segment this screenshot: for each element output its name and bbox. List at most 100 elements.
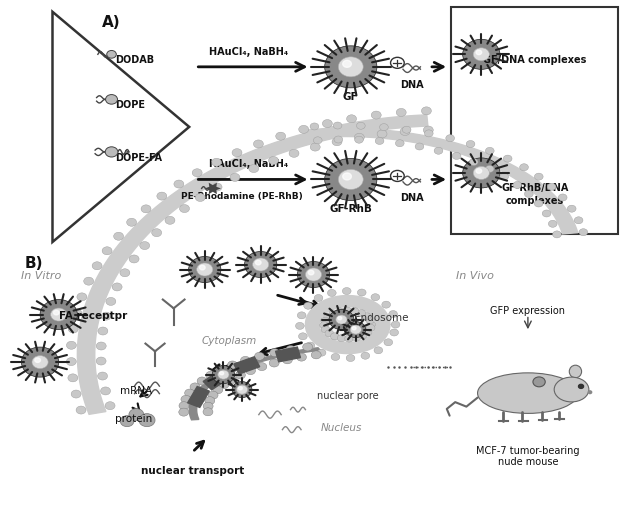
Circle shape [268, 157, 278, 165]
Circle shape [391, 321, 400, 328]
Text: GF-RhB/DNA
complexes: GF-RhB/DNA complexes [501, 183, 569, 206]
Circle shape [219, 372, 224, 375]
Circle shape [333, 123, 342, 130]
Circle shape [105, 402, 115, 410]
Circle shape [533, 377, 545, 387]
Circle shape [190, 383, 200, 391]
Circle shape [357, 289, 366, 296]
Circle shape [322, 120, 332, 128]
Circle shape [559, 194, 567, 201]
Text: In Vitro: In Vitro [21, 270, 61, 280]
Circle shape [205, 397, 215, 405]
Circle shape [203, 408, 213, 416]
Circle shape [218, 370, 229, 379]
Circle shape [314, 137, 322, 144]
Circle shape [366, 325, 375, 332]
Circle shape [357, 310, 366, 317]
Circle shape [157, 193, 167, 200]
Circle shape [473, 48, 489, 62]
Circle shape [336, 316, 347, 324]
Circle shape [476, 51, 482, 56]
Ellipse shape [554, 377, 589, 402]
Circle shape [329, 310, 354, 330]
Circle shape [352, 334, 361, 341]
Text: In Vivo: In Vivo [456, 270, 494, 280]
Polygon shape [204, 183, 221, 195]
Circle shape [141, 206, 151, 214]
Circle shape [211, 159, 221, 167]
Circle shape [84, 278, 93, 286]
Circle shape [68, 374, 78, 382]
Circle shape [303, 302, 312, 310]
Text: DNA: DNA [400, 192, 423, 203]
Circle shape [466, 141, 475, 148]
Circle shape [325, 330, 334, 337]
Text: Endosome: Endosome [354, 313, 408, 322]
Text: GF-RhB: GF-RhB [329, 204, 372, 214]
Circle shape [588, 391, 592, 394]
Text: Nucleus: Nucleus [321, 422, 362, 432]
Circle shape [371, 112, 381, 120]
Polygon shape [203, 370, 229, 390]
Circle shape [306, 342, 315, 349]
Circle shape [255, 352, 265, 361]
Text: GF/DNA complexes: GF/DNA complexes [483, 55, 586, 65]
Circle shape [513, 182, 522, 189]
Circle shape [434, 148, 443, 155]
Circle shape [71, 309, 82, 317]
Circle shape [76, 406, 86, 414]
Circle shape [374, 347, 382, 354]
Circle shape [245, 252, 277, 278]
Circle shape [327, 290, 336, 297]
Circle shape [552, 231, 561, 238]
Circle shape [345, 335, 354, 342]
Circle shape [102, 247, 112, 256]
Circle shape [257, 363, 267, 371]
Circle shape [92, 262, 102, 270]
Circle shape [228, 361, 238, 369]
Polygon shape [276, 347, 300, 362]
Circle shape [270, 349, 280, 357]
Circle shape [377, 131, 387, 139]
Text: DOPE: DOPE [115, 100, 145, 110]
Text: mRNA: mRNA [120, 385, 152, 395]
Circle shape [53, 311, 59, 315]
Circle shape [212, 366, 234, 384]
Circle shape [98, 327, 108, 335]
Ellipse shape [319, 307, 376, 343]
Circle shape [463, 40, 500, 70]
Circle shape [140, 242, 150, 250]
Circle shape [226, 376, 236, 384]
Polygon shape [189, 348, 320, 420]
Text: MCF-7 tumor-bearing
nude mouse: MCF-7 tumor-bearing nude mouse [476, 445, 579, 466]
Circle shape [567, 206, 576, 213]
Circle shape [105, 95, 117, 105]
Circle shape [203, 402, 213, 411]
Circle shape [421, 108, 431, 116]
Circle shape [342, 288, 351, 295]
Circle shape [51, 309, 67, 321]
Circle shape [503, 156, 512, 163]
Circle shape [249, 165, 259, 173]
Bar [451, 8, 618, 235]
Circle shape [174, 181, 184, 189]
Circle shape [297, 262, 330, 288]
Circle shape [423, 127, 433, 135]
Circle shape [298, 126, 308, 134]
Circle shape [549, 221, 557, 228]
Circle shape [165, 217, 175, 225]
Circle shape [303, 343, 313, 351]
Circle shape [77, 293, 87, 301]
Circle shape [520, 165, 529, 171]
Circle shape [179, 409, 189, 416]
Circle shape [206, 372, 216, 380]
Polygon shape [308, 129, 578, 234]
Circle shape [199, 266, 205, 270]
Circle shape [321, 326, 330, 333]
Circle shape [329, 311, 337, 317]
Circle shape [255, 261, 261, 265]
Circle shape [96, 358, 106, 365]
Polygon shape [187, 387, 209, 408]
Circle shape [276, 133, 286, 141]
Circle shape [71, 390, 81, 398]
